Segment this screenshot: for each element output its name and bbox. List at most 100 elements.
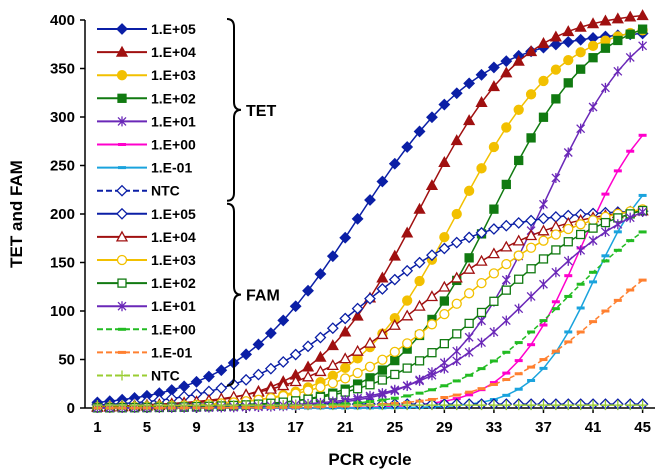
data-point <box>452 346 462 357</box>
data-point <box>514 274 524 284</box>
data-point <box>314 365 327 377</box>
data-point <box>351 212 364 225</box>
data-point <box>600 226 610 237</box>
legend-marker <box>116 254 128 266</box>
data-point <box>526 291 536 302</box>
data-point <box>488 141 500 153</box>
y-ticks: 0 50 100 150 200 250 300 350 400 <box>50 12 85 417</box>
data-point <box>501 400 512 411</box>
data-point <box>624 10 637 22</box>
data-point <box>352 367 363 379</box>
data-point <box>464 253 474 263</box>
data-point <box>129 400 140 411</box>
data-point <box>588 53 598 63</box>
legend-group-label: TET <box>246 103 276 120</box>
data-point <box>526 264 536 274</box>
data-point <box>563 54 574 66</box>
data-point <box>464 332 474 343</box>
data-point <box>600 217 611 228</box>
data-point <box>588 235 598 246</box>
data-point <box>524 45 538 57</box>
data-point <box>625 212 635 223</box>
data-point <box>117 400 128 411</box>
data-point <box>514 155 524 166</box>
data-point <box>402 363 412 373</box>
data-point <box>388 318 401 330</box>
data-point <box>340 373 351 384</box>
data-point <box>377 365 388 375</box>
data-point <box>376 175 389 188</box>
legend-item: 1.E+02 <box>97 275 196 291</box>
legend-label: NTC <box>151 368 180 384</box>
data-point <box>364 361 376 372</box>
data-point <box>402 295 413 306</box>
data-point <box>178 380 191 393</box>
data-point <box>389 400 400 411</box>
legend-marker <box>116 207 128 220</box>
data-point <box>576 245 586 256</box>
x-tick-label: 41 <box>585 419 602 436</box>
data-point <box>451 298 462 309</box>
data-point <box>390 355 400 366</box>
data-point <box>190 375 203 388</box>
data-point <box>452 355 462 366</box>
data-point <box>92 400 103 411</box>
data-point <box>613 219 623 230</box>
y-tick-label: 250 <box>50 158 75 175</box>
data-point <box>390 384 400 395</box>
data-point <box>414 400 425 411</box>
data-point <box>326 359 339 371</box>
data-point <box>425 290 439 302</box>
data-point <box>363 336 377 348</box>
data-point <box>476 163 487 174</box>
x-tick-label: 37 <box>535 419 552 436</box>
data-point <box>463 114 476 126</box>
legend-item: 1.E-01 <box>97 160 192 176</box>
legend-label: 1.E-01 <box>151 160 192 176</box>
data-point <box>302 385 314 396</box>
data-point <box>439 400 450 411</box>
x-tick-label: 29 <box>436 419 453 436</box>
data-point <box>537 212 550 225</box>
data-point <box>290 400 301 411</box>
data-point <box>476 277 487 289</box>
legend-label: 1.E+00 <box>151 137 196 153</box>
data-point <box>302 284 314 297</box>
data-point <box>141 400 152 411</box>
data-point <box>314 268 327 280</box>
data-point <box>327 400 338 411</box>
data-point <box>426 400 437 411</box>
data-point <box>488 400 499 411</box>
data-point <box>476 307 487 318</box>
data-point <box>500 66 513 78</box>
data-point <box>501 285 511 295</box>
data-point <box>289 348 302 361</box>
legend-item: 1.E+05 <box>97 21 196 37</box>
data-point <box>264 362 277 375</box>
data-point <box>512 216 525 229</box>
data-point <box>450 271 463 283</box>
x-tick-label: 17 <box>287 419 304 436</box>
data-point <box>166 400 177 411</box>
data-point <box>574 20 587 32</box>
legend-label: 1.E+05 <box>151 21 196 37</box>
legend-item: 1.E+04 <box>97 44 196 60</box>
data-point <box>377 400 388 411</box>
data-point <box>613 35 623 46</box>
legend-item: 1.E+02 <box>97 90 196 106</box>
data-point <box>439 232 450 243</box>
data-point <box>588 223 598 233</box>
data-point <box>538 112 549 122</box>
y-tick-label: 200 <box>50 206 75 223</box>
data-point <box>587 40 599 51</box>
y-tick-label: 50 <box>58 352 75 369</box>
data-point <box>475 254 488 266</box>
data-point <box>600 82 610 93</box>
data-point <box>625 52 635 63</box>
data-point <box>475 226 488 239</box>
data-point <box>402 338 413 349</box>
data-point <box>439 308 450 320</box>
data-point <box>427 370 437 381</box>
y-axis-label: TET and FAM <box>7 160 26 268</box>
data-point <box>326 339 339 351</box>
